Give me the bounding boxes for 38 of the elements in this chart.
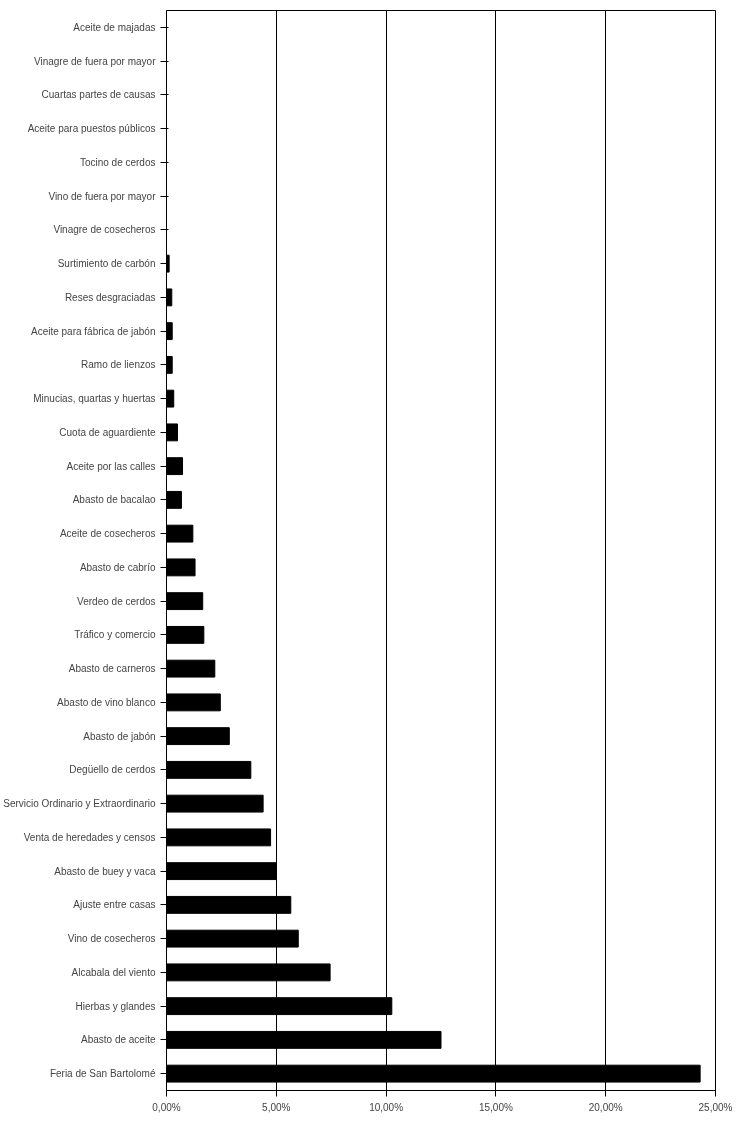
y-tick-label: Abasto de aceite [81,1034,156,1046]
y-tick-label: Aceite para puestos públicos [27,123,156,135]
y-tick-label: Abasto de buey y vaca [54,865,156,877]
y-tick-label: Servicio Ordinario y Extraordinario [3,798,156,810]
y-tick-label: Cuartas partes de causas [41,89,156,101]
y-tick-label: Tráfico y comercio [74,629,156,641]
y-tick-label: Vinagre de fuera por mayor [33,55,157,67]
y-tick-label: Feria de San Bartolomé [49,1068,156,1080]
x-tick-label: 0,00% [152,1101,181,1113]
y-tick-label: Tocino de cerdos [79,156,156,168]
y-tick-label: Alcabala del viento [71,966,156,978]
x-tick-label: 5,00% [262,1101,291,1113]
y-tick-label: Cuota de aguardiente [59,426,156,438]
y-tick-label: Degüello de cerdos [69,764,156,776]
y-tick-label: Vino de fuera por mayor [48,190,157,202]
y-tick-label: Surtimiento de carbón [57,258,156,270]
y-tick-label: Abasto de carneros [68,663,156,675]
y-tick-label: Venta de heredades y censos [23,831,156,843]
x-tick-label: 20,00% [588,1101,623,1113]
y-tick-label: Minucias, quartas y huertas [33,393,156,405]
x-tick-label: 10,00% [369,1101,404,1113]
y-tick-label: Abasto de jabón [83,730,156,742]
y-tick-label: Ajuste entre casas [73,899,156,911]
y-tick-label: Reses desgraciadas [64,291,156,303]
y-tick-label: Aceite de majadas [73,21,156,33]
y-tick-label: Vino de cosecheros [67,933,156,945]
y-tick-label: Aceite para fábrica de jabón [30,325,156,337]
y-tick-label: Abasto de vino blanco [57,696,156,708]
y-tick-label: Verdeo de cerdos [77,595,156,607]
y-tick-label: Hierbas y glandes [75,1000,156,1012]
x-tick-label: 15,00% [478,1101,513,1113]
y-tick-label: Abasto de bacalao [72,494,156,506]
y-tick-label: Aceite por las calles [66,460,156,472]
x-tick-label: 25,00% [698,1101,733,1113]
y-tick-label: Ramo de lienzos [81,359,156,371]
y-tick-label: Abasto de cabrío [79,561,156,573]
y-tick-label: Vinagre de cosecheros [53,224,156,236]
y-tick-label: Aceite de cosecheros [59,528,156,540]
